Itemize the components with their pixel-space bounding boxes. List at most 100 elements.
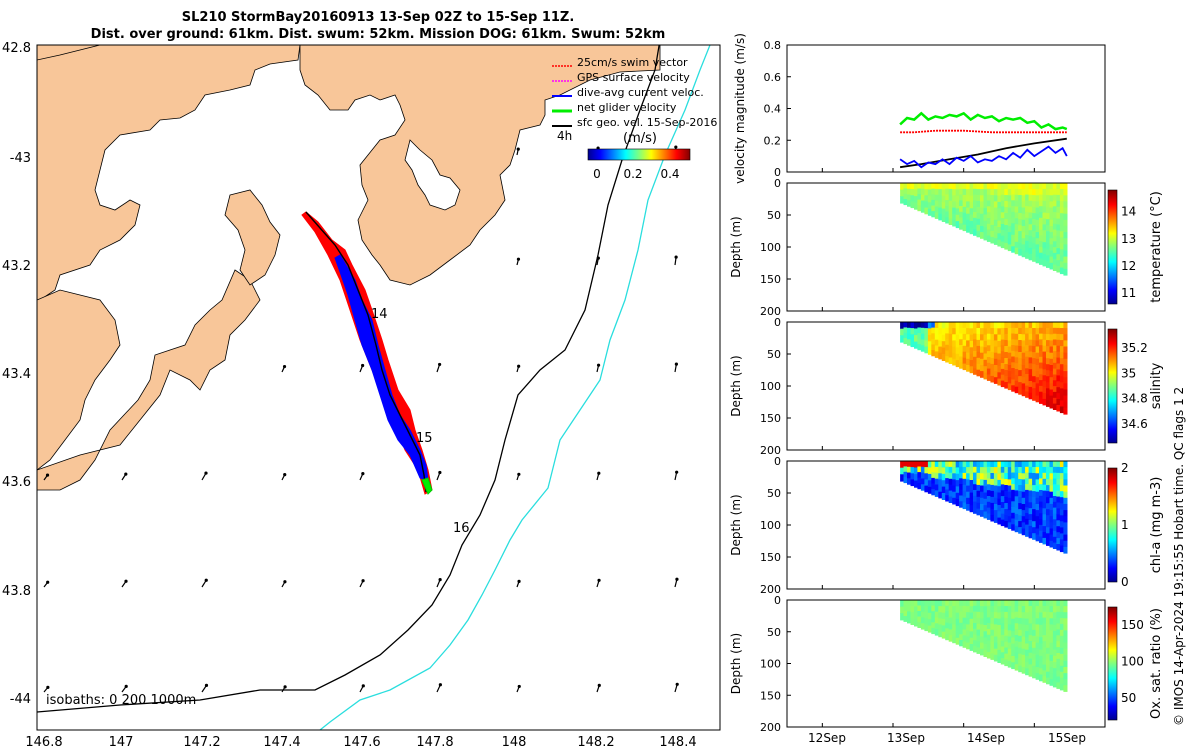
geo-velocity-arrow-head xyxy=(516,147,520,151)
heatmap-cell xyxy=(1063,213,1068,221)
heatmap-cell xyxy=(1018,527,1023,534)
heatmap-cell xyxy=(934,212,939,219)
heatmap-cell xyxy=(938,183,943,190)
heatmap-cell xyxy=(1007,491,1012,499)
lat-tick-label: 43.2 xyxy=(2,259,31,274)
heatmap-cell xyxy=(983,214,988,222)
heatmap-cell xyxy=(914,474,919,482)
heatmap-cell xyxy=(1059,370,1064,377)
heatmap-cell xyxy=(1052,655,1057,663)
y-tick-label: 150 xyxy=(760,273,781,286)
heatmap-cell xyxy=(1049,630,1054,638)
heatmap-cell xyxy=(1042,387,1047,394)
heatmap-cell xyxy=(973,362,978,369)
heatmap-cell xyxy=(914,196,919,204)
heatmap-cell xyxy=(1039,624,1044,632)
heatmap-cell xyxy=(1011,362,1016,369)
heatmap-cell xyxy=(945,333,950,340)
heatmap-cell xyxy=(990,635,995,643)
heatmap-cell xyxy=(997,239,1002,247)
heatmap-cell xyxy=(1028,605,1033,613)
heatmap-cell xyxy=(907,478,912,485)
heatmap-cell xyxy=(948,188,953,196)
heatmap-cell xyxy=(990,641,995,649)
heatmap-cell xyxy=(1018,219,1023,226)
heatmap-cell xyxy=(1056,369,1061,376)
heatmap-cell xyxy=(1000,646,1005,653)
heatmap-cell xyxy=(955,347,960,355)
heatmap-cell xyxy=(948,490,953,498)
heatmap-cell xyxy=(1007,365,1012,372)
heatmap-cell xyxy=(1000,634,1005,642)
heatmap-cell xyxy=(1052,345,1057,352)
heatmap-cell xyxy=(1011,229,1016,236)
heatmap-cell xyxy=(945,617,950,624)
heatmap-cell xyxy=(1000,339,1005,347)
heatmap-cell xyxy=(1014,194,1019,202)
heatmap-cell xyxy=(1059,659,1064,667)
geo-velocity-arrow-head xyxy=(517,472,521,476)
heatmap-cell xyxy=(931,194,936,201)
heatmap-cell xyxy=(983,600,988,607)
heatmap-cell xyxy=(997,467,1002,475)
title-line-1: SL210 StormBay20160913 13-Sep 02Z to 15-… xyxy=(182,10,575,25)
heatmap-cell xyxy=(1021,660,1026,668)
heatmap-cell xyxy=(973,646,978,653)
heatmap-cell xyxy=(1011,624,1016,632)
heatmap-cell xyxy=(931,338,936,346)
heatmap-cell xyxy=(993,328,998,335)
heatmap-cell xyxy=(941,619,946,626)
heatmap-cell xyxy=(959,634,964,641)
heatmap-cell xyxy=(969,214,974,222)
heatmap-cell xyxy=(1032,509,1037,516)
heatmap-cell xyxy=(1049,673,1054,680)
heatmap-cell xyxy=(1046,394,1051,401)
heatmap-cell xyxy=(973,223,978,230)
heatmap-cell xyxy=(1049,232,1054,239)
heatmap-cell xyxy=(1004,647,1009,655)
heatmap-cell xyxy=(1021,491,1026,499)
heatmap-cell xyxy=(1056,327,1061,335)
heatmap-cell xyxy=(948,478,953,486)
heatmap-cell xyxy=(1052,252,1057,260)
heatmap-cell xyxy=(1063,648,1068,656)
heatmap-cell xyxy=(1004,201,1009,208)
heatmap-cell xyxy=(1063,389,1068,397)
heatmap-cell xyxy=(1011,234,1016,242)
heatmap-cell xyxy=(1011,637,1016,645)
heatmap-cell xyxy=(990,496,995,504)
heatmap-cell xyxy=(910,189,915,196)
heatmap-cell xyxy=(993,226,998,233)
heatmap-cell xyxy=(903,332,908,339)
heatmap-cell xyxy=(934,345,939,352)
heatmap-cell xyxy=(983,233,988,241)
heatmap-cell xyxy=(983,631,988,639)
heatmap-cell xyxy=(1018,358,1023,365)
heatmap-cell xyxy=(945,350,950,357)
heatmap-cell xyxy=(1063,612,1068,619)
heatmap-cell xyxy=(1018,647,1023,655)
heatmap-cell xyxy=(1032,497,1037,504)
heatmap-cell xyxy=(1052,194,1057,202)
heatmap-cell xyxy=(955,341,960,349)
heatmap-cell xyxy=(1056,514,1061,521)
heatmap-cell xyxy=(1049,352,1054,360)
heatmap-cell xyxy=(1035,256,1040,264)
heatmap-cell xyxy=(1011,612,1016,620)
heatmap-cell xyxy=(973,495,978,503)
heatmap-cell xyxy=(980,201,985,209)
heatmap-cell xyxy=(938,479,943,487)
heatmap-cell xyxy=(1056,393,1061,400)
heatmap-cell xyxy=(966,358,971,366)
heatmap-cell xyxy=(924,606,929,613)
heatmap-cell xyxy=(955,360,960,368)
heatmap-cell xyxy=(1035,322,1040,329)
heatmap-cell xyxy=(959,223,964,230)
heatmap-cell xyxy=(1032,515,1037,522)
heatmap-cell xyxy=(1052,368,1057,375)
colorbar-tick-label: 14 xyxy=(1121,205,1136,219)
heatmap-cell xyxy=(1025,612,1030,620)
heatmap-cell xyxy=(1035,522,1040,530)
heatmap-cell xyxy=(1046,255,1051,262)
heatmap-cell xyxy=(973,345,978,352)
